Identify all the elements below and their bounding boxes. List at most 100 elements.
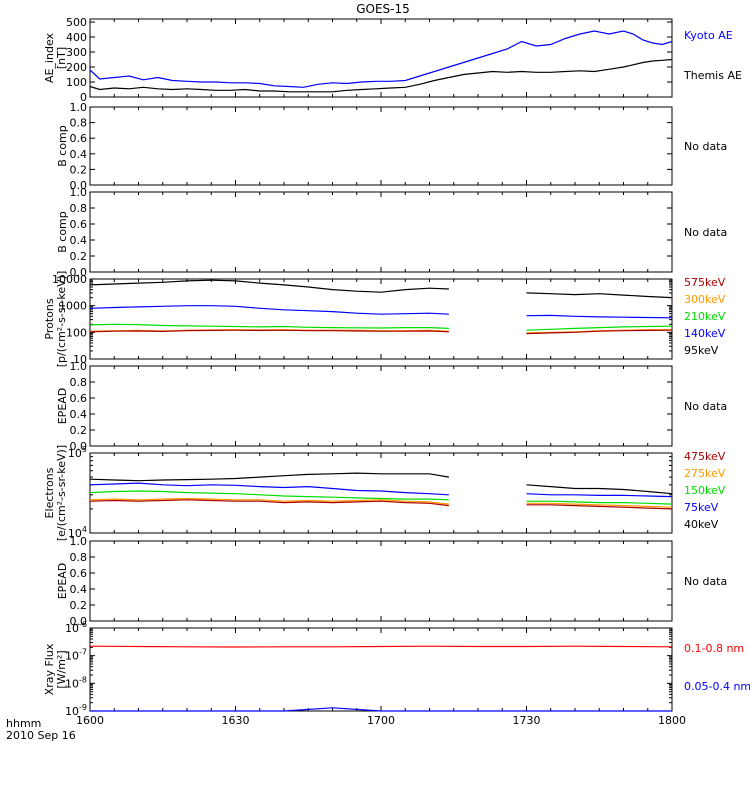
series-line-275kev [89, 497, 449, 505]
y-tick-label: 0 [80, 91, 87, 104]
y-tick-label: 10-7 [65, 648, 87, 663]
y-tick-label: 500 [66, 16, 87, 29]
y-tick-label: 0.6 [70, 567, 88, 580]
series-line-40kev [526, 484, 673, 495]
y-tick-label: 0.2 [70, 424, 88, 437]
y-tick-label: 10-8 [65, 675, 87, 690]
y-tick-label: 0.0 [70, 615, 88, 628]
y-axis-label: B comp [56, 125, 69, 167]
y-tick-label: 0.0 [70, 440, 88, 453]
legend-entry: 75keV [684, 501, 719, 514]
no-data-note: No data [684, 140, 727, 153]
y-axis-label: B comp [56, 211, 69, 253]
y-tick-label: 1.0 [70, 535, 88, 548]
series-line-95kev [89, 279, 449, 293]
legend-entry: Kyoto AE [684, 29, 733, 42]
y-tick-label: 0.6 [70, 132, 88, 145]
y-tick-label: 10 [73, 353, 87, 366]
y-tick-label: 0.8 [70, 376, 88, 389]
time-axis: hhmm 2010 Sep 16 1600 1630 1700 1730 1800 [6, 714, 686, 742]
series-line-75kev [89, 482, 449, 496]
y-axis-label: [W/m²] [55, 650, 68, 688]
y-axis-label: Electrons [43, 467, 56, 518]
legend-entry: 475keV [684, 450, 726, 463]
y-tick-label: 0.8 [70, 117, 88, 130]
y-tick-label: 10000 [52, 273, 87, 286]
panel-1: 0 100 200 300 400 500 AE_index [nT] Kyoto AE Them… [43, 16, 742, 104]
time-tick-label: 1600 [76, 714, 104, 727]
series-line-140kev [526, 314, 673, 319]
time-axis-row1-label: hhmm [6, 717, 41, 730]
legend-entry: 300keV [684, 293, 726, 306]
y-axis-label: AE_index [43, 32, 56, 83]
series-line-themis-ae [89, 58, 673, 93]
y-tick-label: 0.6 [70, 392, 88, 405]
y-tick-label: 1000 [59, 300, 87, 313]
legend-entry: 575keV [684, 276, 726, 289]
y-tick-label: 0.8 [70, 551, 88, 564]
series-line-150kev [89, 490, 449, 501]
series-line-140kev [89, 305, 449, 315]
y-axis-label: Xray Flux [43, 643, 56, 695]
time-tick-label: 1630 [222, 714, 250, 727]
y-tick-label: 0.6 [70, 218, 88, 231]
legend-entry: 0.05-0.4 nm [684, 680, 750, 693]
y-axis-label: EPEAD [56, 563, 69, 600]
figure-title: GOES-15 [356, 2, 410, 16]
legend-entry: 95keV [684, 344, 719, 357]
no-data-note: No data [684, 575, 727, 588]
y-axis-label: EPEAD [56, 388, 69, 425]
panels-group: 0 100 200 300 400 500 AE_index [nT] Kyoto AE Them… [43, 16, 750, 718]
y-tick-label: 1.0 [70, 186, 88, 199]
series-line-kyoto-ae [89, 30, 673, 88]
y-tick-label: 10-6 [65, 620, 87, 635]
panel-5: 0.0 0.2 0.4 0.6 0.8 1.0 EPEAD No data [56, 360, 727, 453]
y-tick-label: 0.4 [70, 234, 88, 247]
series-line-75kev [526, 493, 673, 498]
y-tick-label: 10-9 [65, 703, 87, 718]
series-line-475kev [526, 504, 673, 510]
panel-2: 0.0 0.2 0.4 0.6 0.8 1.0B comp No data [56, 101, 727, 192]
series-line-0-1-0-8-nm [89, 645, 673, 648]
y-tick-label: 0.4 [70, 583, 88, 596]
panel-8: 10-9 10-8 10-7 10-6 Xray Flux [W/m²] 0.1-0.8 n… [43, 620, 750, 718]
panel-6: 104 105 Electrons [e/(cm²-s-sr-keV)] 475keV 2… [43, 445, 726, 541]
series-line-0-05-0-4-nm [90, 707, 672, 712]
series-line-40kev [89, 472, 450, 482]
time-tick-label: 1730 [513, 714, 541, 727]
legend-entry: 150keV [684, 484, 726, 497]
series-line-95kev [526, 292, 673, 299]
no-data-note: No data [684, 400, 727, 413]
y-tick-label: 400 [66, 31, 87, 44]
legend-entry: 0.1-0.8 nm [684, 642, 744, 655]
series-line-150kev [526, 500, 673, 505]
series-line-475kev [89, 499, 449, 507]
y-tick-label: 0.2 [70, 250, 88, 263]
time-axis-row2-label: 2010 Sep 16 [6, 729, 76, 742]
y-tick-label: 0.2 [70, 163, 88, 176]
y-axis-label: [p/(cm²-s-sr-keV)] [55, 271, 68, 368]
legend-entry: 210keV [684, 310, 726, 323]
y-tick-label: 100 [66, 326, 87, 339]
time-tick-label: 1700 [367, 714, 395, 727]
y-tick-label: 0.0 [70, 266, 88, 279]
y-tick-label: 105 [68, 445, 87, 460]
y-tick-label: 1.0 [70, 360, 88, 373]
y-axis-label: Protons [43, 298, 56, 339]
series-line-210kev [89, 323, 449, 329]
y-tick-label: 0.4 [70, 408, 88, 421]
series-line-275kev [526, 502, 673, 508]
series-line-575kev [526, 329, 673, 335]
legend-entry: Themis AE [683, 69, 742, 82]
no-data-note: No data [684, 226, 727, 239]
series-line-575kev [89, 329, 449, 333]
y-axis-label: [nT] [55, 47, 68, 69]
legend-entry: 275keV [684, 467, 726, 480]
y-axis-label: [e/(cm²-s-sr-keV)] [55, 445, 68, 541]
y-tick-label: 100 [66, 76, 87, 89]
y-tick-label: 0.2 [70, 599, 88, 612]
time-tick-label: 1800 [658, 714, 686, 727]
panel-7: 0.0 0.2 0.4 0.6 0.8 1.0 EPEAD No data [56, 535, 727, 628]
